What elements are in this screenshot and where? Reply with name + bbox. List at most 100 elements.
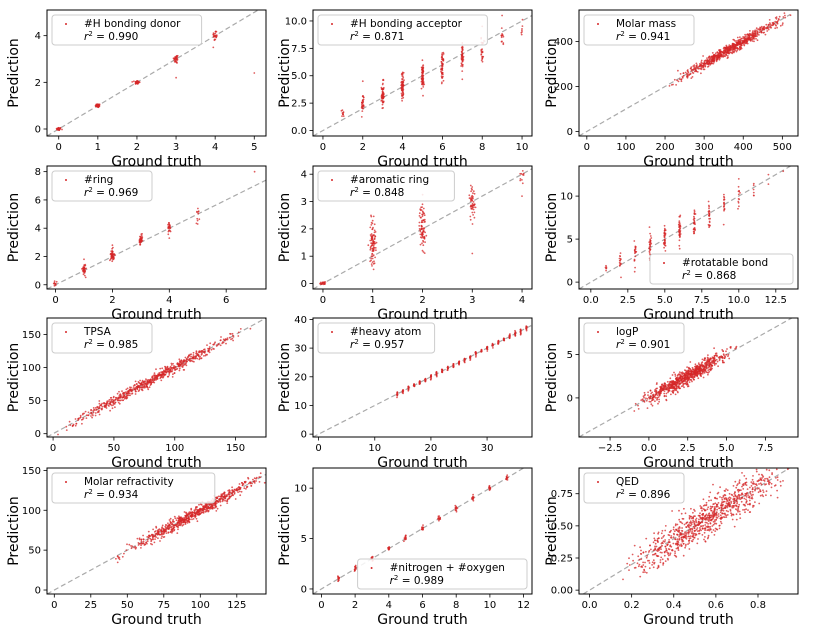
- scatter-point: [422, 77, 424, 80]
- scatter-point: [767, 183, 770, 186]
- scatter-point: [92, 411, 95, 414]
- scatter-point: [666, 380, 669, 383]
- scatter-point: [775, 18, 778, 20]
- scatter-point: [232, 334, 234, 337]
- scatter-point: [249, 327, 252, 330]
- scatter-point: [663, 246, 665, 249]
- y-tick-label: 0: [35, 125, 41, 136]
- scatter-point: [713, 364, 716, 366]
- scatter-point: [644, 565, 647, 568]
- scatter-point: [125, 549, 128, 551]
- y-tick-label: 10: [294, 401, 307, 412]
- scatter-point: [121, 390, 123, 392]
- x-tick-label: 2: [134, 142, 140, 153]
- scatter-point: [175, 76, 178, 79]
- scatter-point: [789, 14, 792, 17]
- scatter-point: [776, 22, 779, 25]
- scatter-point: [112, 401, 115, 404]
- legend-r2: r2 = 0.989: [390, 574, 444, 587]
- scatter-point: [678, 78, 681, 80]
- x-tick-label: 200: [655, 142, 674, 153]
- scatter-point: [422, 240, 425, 243]
- x-tick-label: 12: [517, 600, 530, 611]
- scatter-point: [177, 526, 180, 529]
- scatter-point: [190, 515, 192, 518]
- scatter-point: [470, 195, 473, 198]
- scatter-point: [715, 59, 718, 62]
- scatter-point: [505, 478, 508, 481]
- scatter-point: [121, 396, 124, 399]
- scatter-point: [192, 354, 195, 356]
- scatter-point: [258, 476, 261, 478]
- legend-label: #nitrogen + #oxygen: [390, 562, 505, 574]
- scatter-point: [195, 350, 198, 353]
- scatter-point: [675, 84, 677, 86]
- scatter-point: [118, 395, 121, 397]
- scatter-point: [684, 71, 687, 74]
- scatter-point: [690, 371, 693, 374]
- x-tick-label: 2: [109, 295, 115, 306]
- scatter-point: [194, 357, 197, 360]
- scatter-point: [765, 23, 768, 26]
- scatter-point: [435, 375, 438, 378]
- scatter-point: [783, 12, 786, 15]
- scatter-point: [758, 29, 761, 31]
- scatter-point: [57, 433, 59, 436]
- scatter-point: [693, 378, 695, 381]
- scatter-point: [382, 107, 384, 109]
- scatter-point: [237, 331, 240, 334]
- x-tick-label: 0: [51, 600, 57, 611]
- scatter-point: [421, 66, 423, 69]
- scatter-point: [134, 384, 136, 386]
- scatter-point: [382, 88, 384, 90]
- scatter-point: [745, 38, 748, 41]
- scatter-point: [421, 210, 424, 213]
- scatter-point: [53, 282, 56, 284]
- scatter-point: [679, 225, 682, 228]
- scatter-point: [179, 518, 182, 521]
- scatter-point: [735, 50, 738, 53]
- scatter-point: [721, 54, 723, 56]
- y-tick-label: 5.0: [291, 71, 307, 82]
- scatter-point: [718, 356, 721, 359]
- scatter-point: [369, 260, 371, 263]
- scatter-point: [173, 372, 176, 374]
- scatter-point: [457, 362, 460, 364]
- scatter-point: [421, 249, 424, 252]
- scatter-point: [203, 355, 205, 357]
- x-tick-label: 0: [52, 295, 58, 306]
- scatter-point: [215, 345, 218, 347]
- legend-r2: r2 = 0.990: [84, 30, 138, 43]
- scatter-point: [167, 522, 169, 525]
- scatter-point: [471, 186, 474, 188]
- scatter-point: [679, 375, 682, 378]
- scatter-point: [172, 524, 175, 527]
- scatter-point: [455, 509, 458, 512]
- scatter-point: [694, 69, 697, 71]
- scatter-point: [213, 507, 216, 509]
- scatter-point: [370, 224, 373, 226]
- scatter-point: [692, 72, 695, 74]
- scatter-point: [689, 67, 692, 70]
- scatter-point: [136, 388, 139, 391]
- scatter-point: [112, 404, 115, 406]
- scatter-point: [521, 25, 524, 27]
- scatter-point: [138, 381, 140, 384]
- scatter-point: [98, 402, 101, 405]
- scatter-point: [115, 557, 117, 560]
- scatter-point: [263, 481, 266, 484]
- scatter-point: [231, 489, 234, 491]
- x-axis-label: Ground truth: [111, 612, 201, 627]
- scatter-point: [228, 336, 231, 339]
- x-axis-label: Ground truth: [377, 307, 467, 323]
- scatter-point: [184, 356, 187, 359]
- scatter-point: [749, 30, 751, 32]
- scatter-point: [647, 394, 649, 396]
- y-axis-label: Prediction: [544, 193, 560, 263]
- scatter-point: [618, 264, 621, 267]
- scatter-point: [169, 521, 172, 524]
- scatter-point: [500, 36, 503, 39]
- scatter-point: [226, 502, 229, 504]
